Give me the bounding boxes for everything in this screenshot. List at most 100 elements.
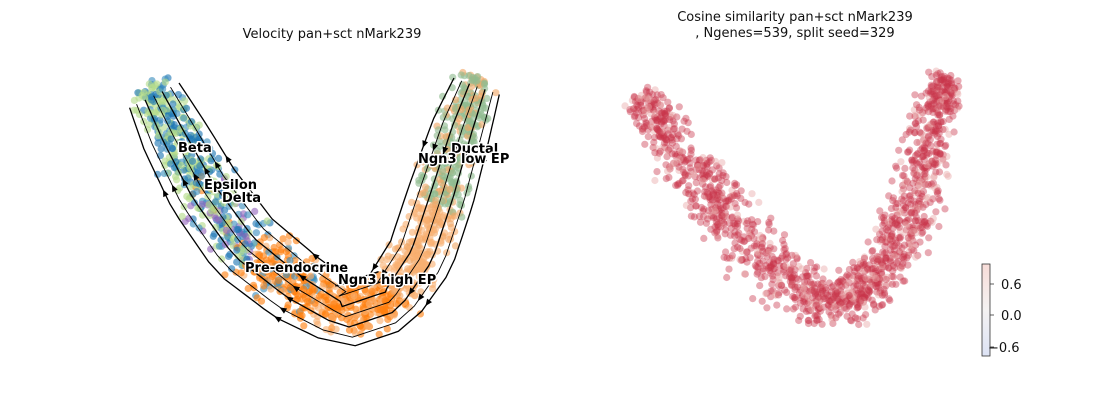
cell-point — [332, 325, 340, 333]
similarity-point — [861, 293, 869, 301]
similarity-point — [650, 99, 658, 107]
similarity-point — [861, 276, 869, 284]
similarity-point — [664, 126, 672, 134]
similarity-point — [741, 198, 749, 207]
similarity-point — [743, 258, 751, 266]
similarity-point — [933, 151, 941, 159]
streamline-arrow — [193, 172, 200, 181]
similarity-point — [642, 119, 650, 127]
cell-point — [187, 202, 195, 210]
similarity-point — [902, 176, 910, 184]
cell-point — [221, 271, 229, 279]
similarity-point — [914, 217, 922, 225]
similarity-point — [728, 252, 736, 260]
similarity-point — [900, 206, 908, 214]
similarity-point — [689, 170, 698, 178]
similarity-point — [899, 277, 907, 285]
similarity-point — [705, 193, 713, 201]
similarity-point — [667, 163, 675, 171]
similarity-point — [759, 233, 767, 241]
similarity-point — [743, 219, 751, 228]
similarity-point — [702, 171, 710, 179]
similarity-point — [819, 295, 828, 303]
similarity-point — [874, 253, 883, 261]
similarity-point — [820, 265, 828, 273]
similarity-point — [728, 213, 736, 221]
similarity-point — [861, 294, 869, 302]
similarity-point — [645, 99, 653, 107]
similarity-point — [695, 156, 703, 165]
similarity-point — [945, 93, 953, 101]
cell-point — [205, 200, 213, 209]
similarity-point — [780, 266, 788, 274]
cell-point — [260, 234, 268, 242]
similarity-point — [731, 200, 739, 208]
cell-point — [468, 82, 476, 91]
similarity-point — [706, 183, 714, 191]
similarity-point — [908, 242, 916, 250]
similarity-point — [666, 116, 674, 124]
similarity-point — [798, 292, 806, 300]
similarity-point — [843, 312, 851, 320]
similarity-point — [950, 128, 958, 136]
similarity-point — [676, 147, 684, 155]
similarity-point — [865, 289, 873, 297]
similarity-point — [784, 254, 792, 262]
similarity-point — [651, 100, 659, 108]
similarity-point — [945, 130, 953, 138]
similarity-point — [941, 125, 949, 133]
similarity-point — [712, 207, 720, 215]
similarity-point — [699, 180, 707, 188]
similarity-point — [711, 157, 720, 165]
cell-point — [226, 250, 234, 259]
similarity-point — [878, 270, 886, 278]
similarity-point — [920, 171, 928, 179]
cell-point — [460, 140, 468, 148]
similarity-point — [933, 160, 941, 168]
similarity-point — [748, 190, 756, 198]
similarity-point — [776, 262, 784, 270]
similarity-point — [638, 107, 646, 115]
similarity-point — [936, 140, 944, 148]
similarity-point — [689, 189, 697, 197]
similarity-point — [939, 98, 947, 106]
similarity-point — [758, 243, 766, 251]
similarity-point — [657, 133, 665, 141]
similarity-point — [715, 208, 723, 216]
similarity-point — [932, 148, 940, 156]
similarity-point — [734, 217, 743, 225]
cell-point — [451, 242, 460, 250]
cell-point — [414, 204, 422, 212]
similarity-point — [929, 108, 937, 116]
similarity-point — [873, 257, 882, 266]
similarity-point — [713, 162, 721, 170]
streamline-arrow — [214, 161, 221, 169]
cell-point — [369, 296, 377, 304]
cell-point — [413, 253, 421, 261]
similarity-point — [853, 301, 861, 309]
similarity-point — [898, 244, 906, 252]
similarity-point — [816, 291, 824, 299]
similarity-point — [770, 245, 778, 253]
similarity-point — [661, 110, 669, 118]
cell-point — [242, 232, 250, 241]
similarity-point — [919, 116, 927, 124]
similarity-point — [870, 301, 878, 309]
similarity-point — [649, 143, 657, 152]
similarity-point — [660, 122, 668, 130]
similarity-point — [843, 271, 851, 279]
cell-point — [265, 248, 273, 256]
similarity-point — [717, 205, 725, 213]
cell-point — [260, 282, 268, 290]
similarity-point — [948, 90, 956, 98]
similarity-point — [860, 273, 868, 281]
similarity-point — [680, 117, 688, 125]
similarity-point — [798, 265, 806, 273]
similarity-point — [939, 151, 947, 159]
similarity-point — [653, 116, 661, 124]
similarity-point — [737, 194, 745, 202]
cell-point — [439, 113, 447, 121]
similarity-point — [915, 222, 923, 230]
similarity-point — [939, 117, 947, 126]
